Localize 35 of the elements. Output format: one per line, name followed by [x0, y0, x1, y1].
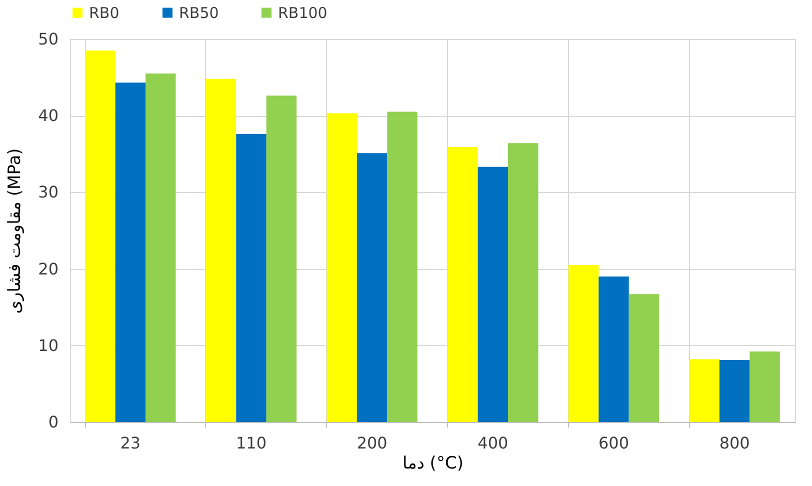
bar: [326, 113, 357, 422]
bar: [750, 352, 780, 422]
bar: [236, 134, 266, 422]
bar: [356, 153, 388, 422]
y-tick-label: 10: [38, 336, 58, 355]
x-tick-label: 400: [478, 434, 508, 452]
y-tick-label: 0: [48, 412, 58, 432]
legend-label: RB0: [89, 4, 120, 22]
y-tick-label: 40: [38, 106, 58, 126]
y-tick-label: 30: [38, 182, 58, 202]
bar: [85, 50, 116, 422]
bar: [387, 112, 418, 422]
bar: [719, 360, 750, 422]
x-tick-label: 110: [236, 434, 267, 452]
x-axis-title: دما (°C): [402, 454, 464, 474]
x-tick-label: 23: [120, 434, 141, 452]
bar: [448, 147, 478, 422]
y-tick-label: 20: [38, 259, 58, 278]
bar: [206, 78, 236, 422]
bar: [508, 143, 538, 422]
x-tick-label: 200: [356, 434, 388, 452]
bar: [146, 73, 176, 422]
legend-label: RB100: [278, 4, 328, 22]
x-tick-label: 800: [719, 434, 750, 452]
bar: [628, 294, 660, 422]
bar: [568, 264, 599, 422]
x-tick-label: 600: [598, 434, 630, 452]
y-tick-label: 50: [38, 30, 58, 48]
y-axis-title: مقاومت فشاری (MPa): [5, 148, 26, 314]
bar: [266, 96, 297, 422]
bar: [598, 276, 629, 422]
bar: [478, 166, 508, 422]
legend-label: RB50: [179, 4, 219, 22]
bar: [689, 359, 720, 422]
bar: [115, 82, 146, 422]
